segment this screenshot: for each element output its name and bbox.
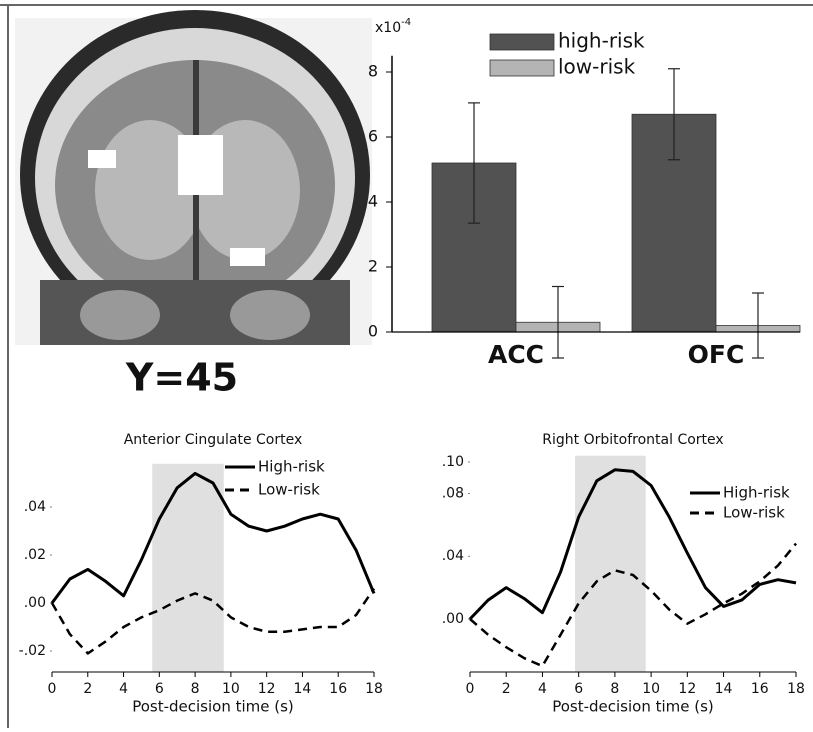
- x-tick-label: 0: [466, 681, 475, 697]
- x-tick-label: 10: [222, 681, 240, 697]
- y-tick-label: .04: [24, 499, 46, 515]
- y-scale-label: x10-4: [375, 17, 411, 36]
- x-tick-label: 18: [787, 681, 805, 697]
- legend-label: High-risk: [258, 458, 325, 476]
- x-tick-label: 2: [83, 681, 92, 697]
- x-tick-label: 16: [329, 681, 347, 697]
- y-tick-label: .00: [442, 611, 464, 627]
- x-tick-label: 2: [502, 681, 511, 697]
- x-tick-label: 12: [258, 681, 276, 697]
- y-tick-label: 6: [368, 127, 378, 146]
- y-tick-label: 0: [368, 322, 378, 341]
- x-tick-label: 6: [155, 681, 164, 697]
- x-tick-label: OFC: [688, 340, 745, 369]
- shaded-window: [575, 456, 646, 672]
- legend-label: Low-risk: [723, 504, 785, 522]
- chart-title: Anterior Cingulate Cortex: [124, 432, 303, 448]
- x-tick-label: ACC: [488, 340, 544, 369]
- shaded-window: [152, 464, 224, 672]
- y-scale-exponent: -4: [401, 17, 411, 28]
- x-tick-label: 4: [119, 681, 128, 697]
- x-tick-label: 14: [715, 681, 733, 697]
- legend-swatch: [490, 60, 554, 76]
- y-tick-label: 4: [368, 192, 378, 211]
- x-tick-label: 10: [642, 681, 660, 697]
- figure: Y=45 x10-4 0 2 4 6 8 ACC OFC high-risklow-risk An…: [0, 0, 813, 728]
- legend-label: High-risk: [723, 484, 790, 502]
- legend-swatch: [490, 34, 554, 50]
- x-axis-label: Post-decision time (s): [552, 698, 714, 716]
- legend-label: Low-risk: [258, 481, 320, 499]
- y-tick-label: .00: [24, 595, 46, 611]
- x-tick-label: 8: [191, 681, 200, 697]
- x-tick-label: 12: [678, 681, 696, 697]
- y-tick-label: -.02: [19, 643, 46, 659]
- y-tick-label: .02: [24, 547, 46, 563]
- y-tick-label: 8: [368, 62, 378, 81]
- x-tick-label: 14: [294, 681, 312, 697]
- chart-title: Right Orbitofrontal Cortex: [542, 432, 723, 448]
- x-tick-label: 6: [574, 681, 583, 697]
- y-tick-label: 2: [368, 257, 378, 276]
- x-tick-label: 0: [48, 681, 57, 697]
- x-tick-label: 8: [610, 681, 619, 697]
- image-label: Y=45: [125, 356, 238, 400]
- x-tick-label: 16: [751, 681, 769, 697]
- y-tick-label: .08: [442, 485, 464, 501]
- x-tick-label: 4: [538, 681, 547, 697]
- legend-label: low-risk: [558, 55, 636, 79]
- legend-label: high-risk: [558, 29, 645, 53]
- brain-image: [15, 10, 372, 345]
- y-tick-label: .04: [442, 548, 464, 564]
- x-tick-label: 18: [365, 681, 383, 697]
- y-tick-label: .10: [442, 454, 464, 470]
- x-axis-label: Post-decision time (s): [132, 698, 294, 716]
